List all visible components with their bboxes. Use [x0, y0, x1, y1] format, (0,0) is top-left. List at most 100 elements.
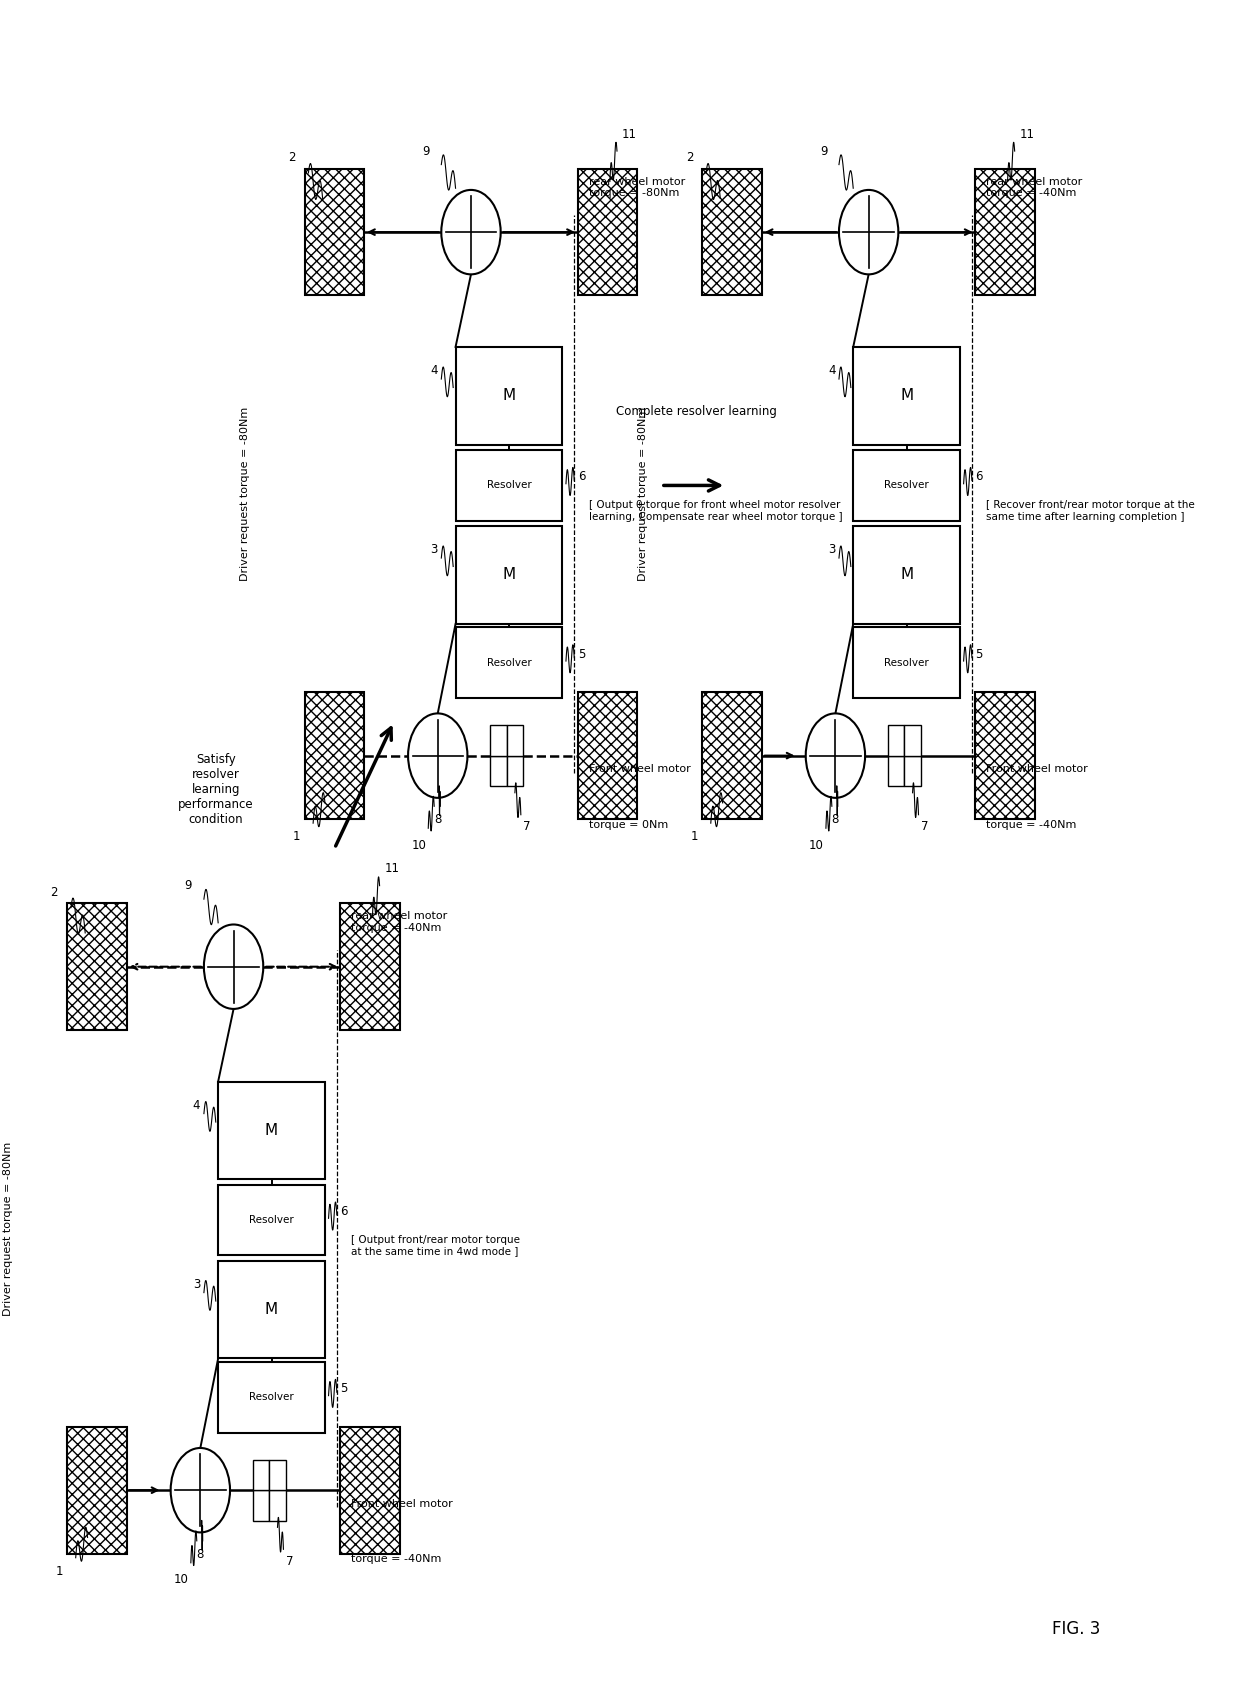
Bar [490, 755, 507, 786]
Bar [455, 526, 563, 624]
Circle shape [441, 190, 501, 275]
Circle shape [171, 1448, 229, 1532]
Bar [853, 628, 960, 697]
Text: rear wheel motor
torque = -40Nm: rear wheel motor torque = -40Nm [351, 911, 448, 933]
Text: 9: 9 [422, 144, 429, 158]
Text: 7: 7 [523, 820, 531, 833]
Text: M: M [502, 567, 516, 582]
Bar [305, 692, 365, 820]
Text: 2: 2 [288, 151, 295, 165]
Bar [67, 1427, 126, 1553]
Bar [218, 1363, 325, 1432]
Bar [341, 903, 399, 1030]
Text: 2: 2 [686, 151, 693, 165]
Text: 3: 3 [193, 1278, 201, 1291]
Bar [455, 450, 563, 521]
Text: 9: 9 [820, 144, 827, 158]
Bar [888, 725, 904, 755]
Text: 11: 11 [621, 127, 637, 141]
Text: Resolver: Resolver [884, 480, 929, 490]
Bar [341, 1427, 399, 1553]
Text: M: M [265, 1123, 278, 1139]
Bar [218, 1261, 325, 1359]
Text: rear wheel motor
torque = -40Nm: rear wheel motor torque = -40Nm [986, 176, 1083, 199]
Text: Driver request torque = -80Nm: Driver request torque = -80Nm [639, 407, 649, 580]
Text: M: M [502, 389, 516, 404]
Circle shape [408, 713, 467, 798]
Bar [341, 1427, 399, 1553]
Bar [976, 692, 1035, 820]
Text: 6: 6 [578, 470, 585, 484]
Text: [ Output 0 torque for front wheel motor resolver
learning, Compensate rear wheel: [ Output 0 torque for front wheel motor … [589, 501, 842, 521]
Bar [455, 628, 563, 697]
Bar [904, 725, 921, 755]
Bar [853, 526, 960, 624]
Circle shape [839, 190, 898, 275]
Bar [253, 1459, 269, 1490]
Bar [976, 168, 1035, 295]
Text: Front wheel motor: Front wheel motor [986, 764, 1087, 774]
Bar [853, 346, 960, 445]
Bar [578, 168, 637, 295]
Text: torque = -40Nm: torque = -40Nm [986, 820, 1076, 830]
Bar [455, 346, 563, 445]
Text: M: M [900, 567, 913, 582]
Text: 10: 10 [412, 838, 427, 852]
Bar [703, 168, 761, 295]
Text: Satisfy
resolver
learning
performance
condition: Satisfy resolver learning performance co… [179, 753, 254, 826]
Bar [67, 903, 126, 1030]
Circle shape [203, 925, 263, 1010]
Text: M: M [900, 389, 913, 404]
Text: Resolver: Resolver [486, 480, 532, 490]
Bar [578, 168, 637, 295]
Bar [888, 755, 904, 786]
Bar [218, 1081, 325, 1179]
Text: 6: 6 [341, 1205, 348, 1218]
Bar [578, 692, 637, 820]
Bar [904, 755, 921, 786]
Text: Resolver: Resolver [249, 1392, 294, 1402]
Bar [703, 692, 761, 820]
Text: FIG. 3: FIG. 3 [1053, 1619, 1101, 1638]
Text: 1: 1 [691, 830, 698, 843]
Text: Resolver: Resolver [884, 658, 929, 667]
Text: 3: 3 [430, 543, 438, 557]
Text: 11: 11 [1019, 127, 1034, 141]
Bar [703, 692, 761, 820]
Text: 11: 11 [384, 862, 399, 876]
Text: [ Recover front/rear motor torque at the
same time after learning completion ]: [ Recover front/rear motor torque at the… [986, 501, 1195, 521]
Text: 1: 1 [293, 830, 300, 843]
Text: 5: 5 [341, 1383, 347, 1395]
Text: 5: 5 [578, 648, 585, 660]
Text: Resolver: Resolver [486, 658, 532, 667]
Text: 6: 6 [976, 470, 983, 484]
Text: Front wheel motor: Front wheel motor [351, 1498, 453, 1509]
Bar [703, 168, 761, 295]
Text: Resolver: Resolver [249, 1215, 294, 1225]
Text: Front wheel motor: Front wheel motor [589, 764, 691, 774]
Text: M: M [265, 1302, 278, 1317]
Bar [305, 692, 365, 820]
Bar [269, 1459, 285, 1490]
Bar [507, 755, 523, 786]
Bar [507, 725, 523, 755]
Bar [253, 1490, 269, 1521]
Text: 3: 3 [828, 543, 836, 557]
Bar [490, 725, 507, 755]
Bar [67, 1427, 126, 1553]
Bar [67, 903, 126, 1030]
Text: Driver request torque = -80Nm: Driver request torque = -80Nm [2, 1142, 14, 1315]
Text: 8: 8 [197, 1548, 205, 1561]
Bar [976, 692, 1035, 820]
Text: rear wheel motor
torque = -80Nm: rear wheel motor torque = -80Nm [589, 176, 684, 199]
Bar [976, 168, 1035, 295]
Bar [853, 450, 960, 521]
Text: 7: 7 [921, 820, 929, 833]
Text: Driver request torque = -80Nm: Driver request torque = -80Nm [241, 407, 250, 580]
Text: 4: 4 [430, 365, 438, 377]
Bar [578, 692, 637, 820]
Text: Complete resolver learning: Complete resolver learning [616, 406, 777, 417]
Text: 5: 5 [976, 648, 983, 660]
Bar [305, 168, 365, 295]
Text: 1: 1 [56, 1565, 63, 1578]
